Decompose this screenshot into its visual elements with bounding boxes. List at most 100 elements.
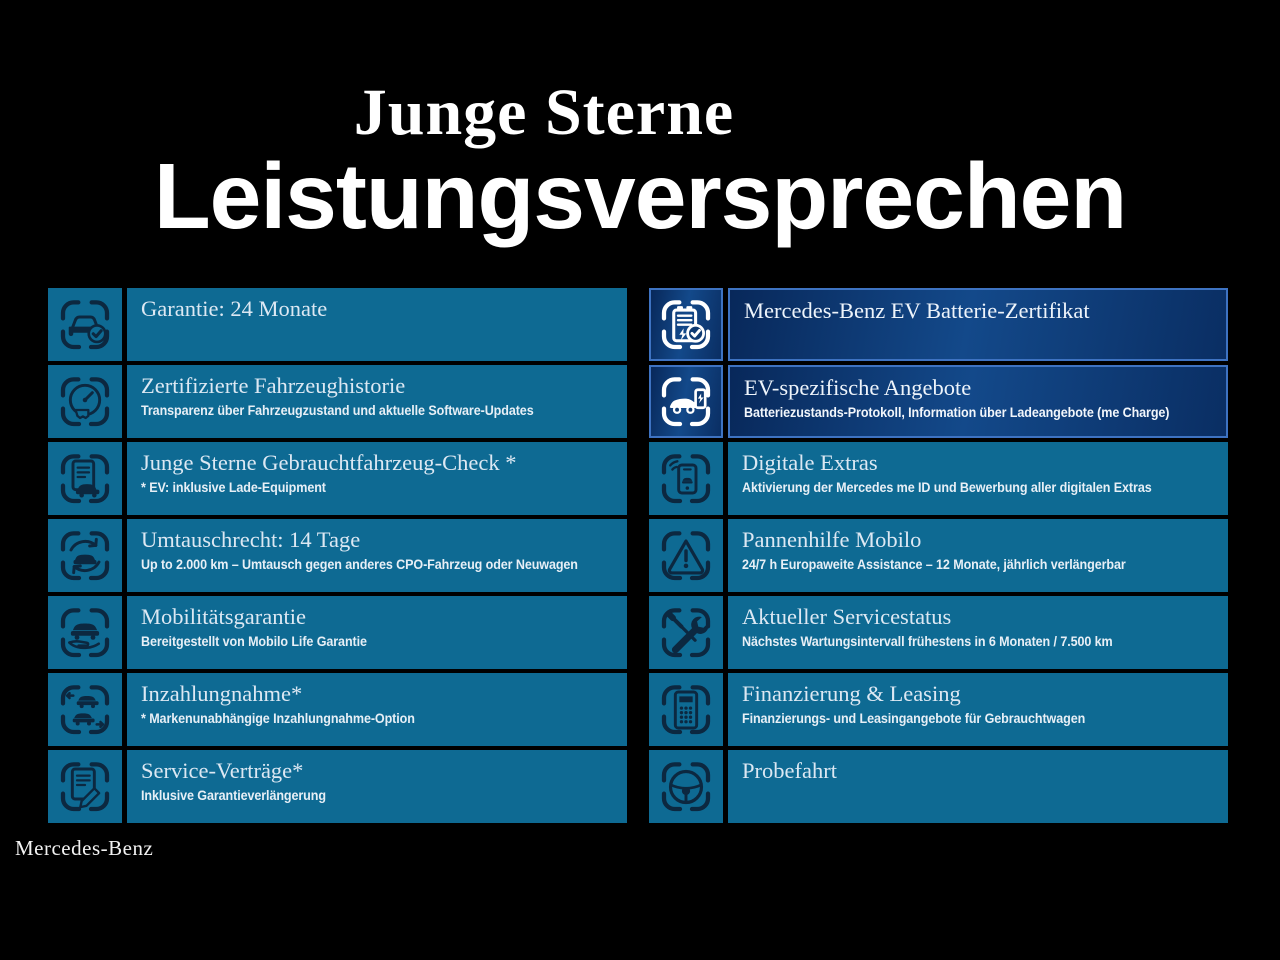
benefit-subtitle: * EV: inklusive Lade-Equipment: [141, 480, 326, 495]
benefits-column-right: Mercedes-Benz EV Batterie-Zertifikat EV-…: [649, 288, 1228, 823]
benefit-title: Aktueller Servicestatus: [742, 604, 952, 629]
benefit-title: Pannenhilfe Mobilo: [742, 527, 922, 552]
benefit-icon-tile: [649, 519, 723, 592]
icon-frame: [60, 299, 110, 349]
benefit-icon-tile: [649, 673, 723, 746]
icon-frame: [60, 530, 110, 580]
benefit-row: Junge Sterne Gebrauchtfahrzeug-Check * *…: [48, 442, 627, 515]
benefit-subtitle: Aktivierung der Mercedes me ID und Bewer…: [742, 480, 1152, 495]
icon-frame: [60, 607, 110, 657]
benefit-icon-tile: [48, 365, 122, 438]
benefit-card: Mercedes-Benz EV Batterie-Zertifikat: [728, 288, 1228, 361]
icon-frame: [661, 761, 711, 811]
benefits-board: Garantie: 24 Monate Zertifizierte Fahrze…: [48, 288, 1228, 823]
trade-in-icon: [65, 691, 105, 728]
benefit-subtitle: * Markenunabhängige Inzahlungnahme-Optio…: [141, 711, 415, 726]
ev-charging-icon: [669, 387, 707, 414]
benefit-icon-tile: [649, 750, 723, 823]
benefit-row: Inzahlungnahme* * Markenunabhängige Inza…: [48, 673, 627, 746]
benefit-row: Finanzierung & Leasing Finanzierungs- un…: [649, 673, 1228, 746]
benefit-icon-tile: [48, 750, 122, 823]
benefit-icon-tile: [48, 442, 122, 515]
checklist-car-icon: [71, 459, 100, 498]
benefit-row: Digitale Extras Aktivierung der Mercedes…: [649, 442, 1228, 515]
benefit-card: Probefahrt: [728, 750, 1228, 823]
warning-triangle-icon: [667, 538, 705, 575]
benefit-title: Zertifizierte Fahrzeughistorie: [141, 373, 406, 398]
page-title: Leistungsversprechen: [153, 144, 1127, 248]
benefit-card: Umtauschrecht: 14 Tage Up to 2.000 km – …: [127, 519, 627, 592]
tools-icon: [666, 611, 709, 653]
benefit-icon-tile: [48, 596, 122, 669]
contract-pen-icon: [70, 767, 101, 808]
benefits-column-left: Garantie: 24 Monate Zertifizierte Fahrze…: [48, 288, 627, 823]
benefit-icon-tile: [649, 288, 723, 361]
benefit-card: Aktueller Servicestatus Nächstes Wartung…: [728, 596, 1228, 669]
benefit-subtitle: Batteriezustands-Protokoll, Information …: [744, 405, 1170, 420]
benefit-row: Umtauschrecht: 14 Tage Up to 2.000 km – …: [48, 519, 627, 592]
benefit-row: Garantie: 24 Monate: [48, 288, 627, 361]
benefit-row: Mercedes-Benz EV Batterie-Zertifikat: [649, 288, 1228, 361]
speedometer-icon: [68, 383, 102, 419]
brand-wordmark: Mercedes-Benz: [15, 836, 154, 860]
icon-frame: [661, 530, 711, 580]
benefit-card: Inzahlungnahme* * Markenunabhängige Inza…: [127, 673, 627, 746]
car-check-icon: [68, 315, 107, 343]
battery-check-icon: [672, 305, 706, 343]
benefit-icon-tile: [649, 365, 723, 438]
benefit-row: Mobilitätsgarantie Bereitgestellt von Mo…: [48, 596, 627, 669]
benefit-title: Garantie: 24 Monate: [141, 296, 328, 321]
car-hand-icon: [68, 623, 100, 649]
benefit-title: Mercedes-Benz EV Batterie-Zertifikat: [744, 298, 1090, 323]
icon-frame: [60, 684, 110, 734]
benefit-card: Digitale Extras Aktivierung der Mercedes…: [728, 442, 1228, 515]
benefit-subtitle: Nächstes Wartungsintervall frühestens in…: [742, 634, 1113, 649]
icon-frame: [60, 376, 110, 426]
benefit-title: Inzahlungnahme*: [141, 681, 303, 706]
benefit-icon-tile: [48, 673, 122, 746]
benefit-subtitle: 24/7 h Europaweite Assistance – 12 Monat…: [742, 557, 1126, 572]
benefit-subtitle: Finanzierungs- und Leasingangebote für G…: [742, 711, 1086, 726]
calculator-icon: [673, 690, 699, 729]
benefit-card: Junge Sterne Gebrauchtfahrzeug-Check * *…: [127, 442, 627, 515]
benefit-card: Service-Verträge* Inklusive Garantieverl…: [127, 750, 627, 823]
benefit-icon-tile: [649, 442, 723, 515]
icon-frame: [661, 376, 711, 426]
benefit-row: Aktueller Servicestatus Nächstes Wartung…: [649, 596, 1228, 669]
benefit-row: Zertifizierte Fahrzeughistorie Transpare…: [48, 365, 627, 438]
benefit-icon-tile: [48, 288, 122, 361]
benefit-title: Digitale Extras: [742, 450, 878, 475]
benefit-title: Probefahrt: [742, 758, 837, 783]
benefit-icon-tile: [48, 519, 122, 592]
benefit-card: Zertifizierte Fahrzeughistorie Transpare…: [127, 365, 627, 438]
benefit-card: Pannenhilfe Mobilo 24/7 h Europaweite As…: [728, 519, 1228, 592]
benefit-subtitle: Inklusive Garantieverlängerung: [141, 788, 326, 803]
steering-wheel-icon: [668, 769, 704, 804]
exchange-circle-icon: [69, 537, 101, 574]
benefit-icon-tile: [649, 596, 723, 669]
benefit-card: Mobilitätsgarantie Bereitgestellt von Mo…: [127, 596, 627, 669]
benefit-title: Umtauschrecht: 14 Tage: [141, 527, 361, 552]
benefit-row: Pannenhilfe Mobilo 24/7 h Europaweite As…: [649, 519, 1228, 592]
benefit-card: Finanzierung & Leasing Finanzierungs- un…: [728, 673, 1228, 746]
icon-frame: [661, 453, 711, 503]
footer: Mercedes-Benz: [15, 836, 153, 861]
icon-frame: [60, 761, 110, 811]
benefit-row: Probefahrt: [649, 750, 1228, 823]
benefit-title: EV-spezifische Angebote: [744, 375, 972, 400]
phone-digital-icon: [669, 459, 698, 494]
icon-frame: [661, 684, 711, 734]
benefit-card: Garantie: 24 Monate: [127, 288, 627, 361]
brand-line-title: Junge Sterne: [353, 76, 735, 149]
header: Junge Sterne Leistungsversprechen: [0, 0, 1280, 243]
benefit-card: EV-spezifische Angebote Batteriezustands…: [728, 365, 1228, 438]
benefit-title: Finanzierung & Leasing: [742, 681, 961, 706]
icon-frame: [60, 453, 110, 503]
benefit-row: EV-spezifische Angebote Batteriezustands…: [649, 365, 1228, 438]
benefit-title: Junge Sterne Gebrauchtfahrzeug-Check *: [141, 450, 517, 475]
benefit-title: Service-Verträge*: [141, 758, 304, 783]
benefit-row: Service-Verträge* Inklusive Garantieverl…: [48, 750, 627, 823]
benefit-subtitle: Transparenz über Fahrzeugzustand und akt…: [141, 403, 534, 418]
icon-frame: [661, 299, 711, 349]
benefit-subtitle: Up to 2.000 km – Umtausch gegen anderes …: [141, 557, 578, 572]
